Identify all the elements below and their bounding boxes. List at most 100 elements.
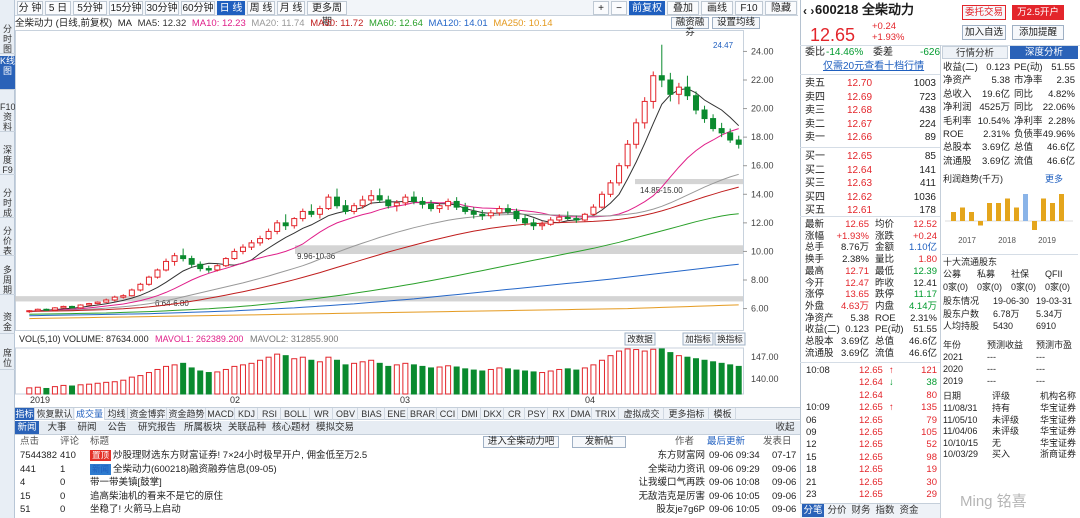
- adjust-forward-button[interactable]: 前复权: [629, 1, 665, 15]
- period-minute[interactable]: 分 钟: [17, 1, 43, 15]
- period-more[interactable]: 更多周期: [307, 1, 347, 28]
- indicator-tab[interactable]: 虚拟成交量: [620, 408, 664, 431]
- tab-deep-analysis[interactable]: 深度分析: [1010, 46, 1078, 59]
- period-5day[interactable]: 5 日: [45, 1, 71, 15]
- news-row[interactable]: 4 0 带一带美镇[鼓掌] 让我缓口气再跌 09-06 10:08 09-06: [15, 476, 800, 489]
- tab-announcements[interactable]: 公告: [107, 422, 127, 433]
- indicator-tab[interactable]: KDJ: [236, 408, 258, 420]
- tab-research-report[interactable]: 研究报告: [137, 422, 176, 433]
- tab-capital[interactable]: 资金: [899, 505, 919, 516]
- indicator-tab[interactable]: PSY: [526, 408, 548, 420]
- collapse-button[interactable]: 收起: [775, 422, 795, 433]
- tab-sectors[interactable]: 所属板块: [183, 422, 222, 433]
- enter-forum-button[interactable]: 进入全柴动力吧: [483, 436, 559, 448]
- indicator-tab[interactable]: OBV: [334, 408, 358, 420]
- period-30min[interactable]: 30分钟: [145, 1, 179, 15]
- add-alert-button[interactable]: 添加提醒: [1012, 25, 1064, 40]
- indicator-tab[interactable]: RSI: [259, 408, 281, 420]
- ma-settings-button[interactable]: 设置均线: [712, 17, 760, 29]
- tab-finance[interactable]: 财务: [851, 505, 871, 516]
- orderbook-row[interactable]: 卖五 12.70 1003: [803, 77, 940, 90]
- add-watchlist-button[interactable]: 加入自选: [962, 25, 1006, 40]
- new-post-button[interactable]: 发新帖: [572, 436, 626, 448]
- indicator-tab[interactable]: 均线: [106, 408, 128, 420]
- news-row[interactable]: 51 0 坐稳了! 火箭马上启动 股友je7g6P 09-06 10:05 09-06: [15, 503, 800, 516]
- indicator-tab[interactable]: 成交量: [75, 408, 105, 420]
- indicator-tab[interactable]: DKX: [482, 408, 504, 420]
- indicator-tab[interactable]: 资金博弈: [129, 408, 167, 420]
- news-author[interactable]: 让我缓口气再跌: [638, 477, 705, 489]
- margin-trading-button[interactable]: 融资融券: [671, 17, 709, 38]
- period-daily[interactable]: 日 线: [217, 1, 245, 15]
- profit-more-link[interactable]: 更多: [1045, 174, 1064, 184]
- orderbook-row[interactable]: 买四 12.62 1036: [803, 191, 940, 204]
- indicator-tab[interactable]: BOLL: [282, 408, 310, 420]
- nav-f10[interactable]: F10资料: [0, 102, 15, 132]
- indicator-tab[interactable]: MACD: [207, 408, 235, 420]
- tab-news[interactable]: 新闻: [15, 421, 39, 434]
- news-row[interactable]: 7544382 410 置顶 炒股理财选东方财富证券! 7×24小时极早开户, 佣金低…: [15, 449, 800, 462]
- indicator-tab[interactable]: TRIX: [593, 408, 619, 420]
- orderbook-row[interactable]: 卖二 12.67 224: [803, 118, 940, 131]
- indicator-tab[interactable]: 指标: [15, 408, 35, 420]
- nav-seats[interactable]: 席位: [0, 348, 15, 370]
- orderbook-row[interactable]: 买二 12.64 141: [803, 164, 940, 177]
- nav-price-table[interactable]: 分价表: [0, 226, 15, 256]
- tab-by-price[interactable]: 分价: [827, 505, 847, 516]
- indicator-tab[interactable]: CR: [505, 408, 525, 420]
- indicator-tab[interactable]: BRAR: [409, 408, 437, 420]
- indicator-tab[interactable]: DMI: [459, 408, 481, 420]
- tab-market-analysis[interactable]: 行情分析: [942, 46, 1008, 59]
- indicator-tab[interactable]: 恢复默认: [36, 408, 74, 420]
- nav-kline[interactable]: K线图: [0, 56, 15, 90]
- tab-related[interactable]: 关联品种: [227, 422, 266, 433]
- kline-chart[interactable]: 24.00 22.00 20.00 18.00 16.00 14.00 12.00 10.00…: [15, 30, 800, 410]
- period-15min[interactable]: 15分钟: [109, 1, 143, 15]
- zoom-in-button[interactable]: +: [593, 1, 609, 15]
- kline-chart-area[interactable]: 24.00 22.00 20.00 18.00 16.00 14.00 12.00 10.00…: [15, 30, 800, 410]
- news-author[interactable]: 无敌浩克是厉害: [638, 490, 705, 502]
- zoom-out-button[interactable]: −: [611, 1, 627, 15]
- orderbook-row[interactable]: 买三 12.63 411: [803, 177, 940, 190]
- news-title[interactable]: 带一带美镇[鼓掌]: [90, 477, 162, 489]
- indicator-tab[interactable]: WR: [311, 408, 333, 420]
- nav-timeshare[interactable]: 分时图: [0, 24, 15, 54]
- indicator-tab[interactable]: 模板: [710, 408, 736, 420]
- nav-f9[interactable]: 深度F9: [0, 145, 15, 175]
- indicator-tab[interactable]: 资金趋势: [168, 408, 206, 420]
- news-title[interactable]: 炒股理财选东方财富证券! 7×24小时极早开户, 佣金低至万2.5: [113, 450, 368, 461]
- news-title[interactable]: 坐稳了! 火箭马上启动: [90, 504, 181, 516]
- nav-funds[interactable]: 资金: [0, 312, 15, 334]
- trade-button[interactable]: 委托交易: [962, 5, 1006, 20]
- orderbook-row[interactable]: 卖一 12.66 89: [803, 131, 940, 144]
- orderbook-row[interactable]: 买五 12.61 178: [803, 204, 940, 217]
- draw-line-button[interactable]: 画线: [701, 1, 733, 15]
- period-5min[interactable]: 5分钟: [73, 1, 107, 15]
- news-author[interactable]: 股友je7g6P: [656, 504, 705, 516]
- hide-button[interactable]: 隐藏: [765, 1, 797, 15]
- col-latest[interactable]: 最后更新: [707, 436, 746, 447]
- f10-button[interactable]: F10: [735, 1, 763, 15]
- period-60min[interactable]: 60分钟: [181, 1, 215, 15]
- indicator-tab[interactable]: ENE: [386, 408, 408, 420]
- indicator-tab[interactable]: 更多指标: [665, 408, 709, 420]
- orderbook-row[interactable]: 卖三 12.68 438: [803, 104, 940, 117]
- indicator-tab[interactable]: DMA: [570, 408, 592, 420]
- news-row[interactable]: 15 0 追高柴油机的看来不是它的原住 无敌浩克是厉害 09-06 10:05 09-06: [15, 490, 800, 503]
- nav-ticks[interactable]: 分时成交: [0, 188, 15, 218]
- level2-promo-link[interactable]: 仅需20元查看十档行情: [823, 61, 925, 72]
- tab-research-news[interactable]: 研闻: [77, 422, 97, 433]
- col-posted[interactable]: 发表日: [763, 436, 792, 447]
- indicator-tab[interactable]: RX: [549, 408, 569, 420]
- news-title[interactable]: 追高柴油机的看来不是它的原住: [90, 490, 224, 502]
- orderbook-row[interactable]: 卖四 12.69 723: [803, 91, 940, 104]
- news-author[interactable]: 东方财富网: [657, 450, 705, 461]
- overlay-button[interactable]: 叠加: [667, 1, 699, 15]
- open-account-button[interactable]: 万2.5开户: [1012, 5, 1064, 20]
- tab-themes[interactable]: 核心题材: [271, 422, 310, 433]
- tab-ticks[interactable]: 分笔: [802, 504, 824, 517]
- tab-simulated-trading[interactable]: 模拟交易: [315, 422, 354, 433]
- period-weekly[interactable]: 周 线: [247, 1, 275, 15]
- tab-events[interactable]: 大事: [47, 422, 67, 433]
- tab-index[interactable]: 指数: [875, 505, 895, 516]
